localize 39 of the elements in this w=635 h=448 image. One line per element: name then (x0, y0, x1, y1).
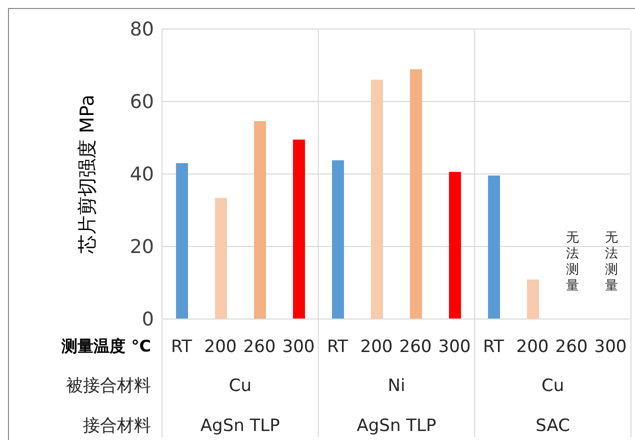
x-tick-label: RT (171, 337, 193, 357)
text: Cu (228, 376, 252, 396)
text: AgSn TLP (200, 416, 280, 436)
bar (254, 121, 266, 319)
x-tick-label: 260 (399, 337, 432, 357)
bar (176, 163, 188, 319)
x-tick-label: 200 (516, 337, 549, 357)
x-tick-label: 300 (282, 337, 315, 357)
x-tick-label: 300 (594, 337, 627, 357)
x-tick-label: 200 (204, 337, 237, 357)
text: SAC (536, 416, 570, 436)
y-tick-label: 80 (130, 18, 154, 41)
y-axis-title: 芯片剪切强度 MPa (76, 94, 99, 254)
x-tick-label: 260 (243, 337, 276, 357)
x-axis-title: 测量温度 °C (60, 336, 151, 356)
bar (215, 198, 227, 319)
bar (449, 172, 461, 319)
x-tick-label: 200 (360, 337, 393, 357)
bar (371, 80, 383, 319)
bar (488, 175, 500, 319)
text: 接合材料 (83, 416, 151, 436)
text: 被接合材料 (66, 376, 151, 396)
annotation: 无法测量 (604, 230, 618, 294)
text: AgSn TLP (356, 416, 436, 436)
y-tick-label: 0 (142, 308, 154, 331)
y-tick-label: 60 (130, 91, 154, 114)
bar (332, 160, 344, 319)
bar (527, 279, 539, 319)
x-tick-label: RT (327, 337, 349, 357)
text: Ni (388, 376, 406, 396)
x-tick-label: RT (483, 337, 505, 357)
x-tick-label: 260 (555, 337, 588, 357)
annotation: 无法测量 (566, 230, 579, 294)
text: Cu (542, 376, 564, 396)
y-tick-label: 40 (130, 164, 154, 186)
bar (293, 140, 305, 319)
x-tick-label: 300 (438, 337, 471, 357)
bar (410, 69, 422, 319)
y-tick-label: 20 (130, 236, 154, 258)
